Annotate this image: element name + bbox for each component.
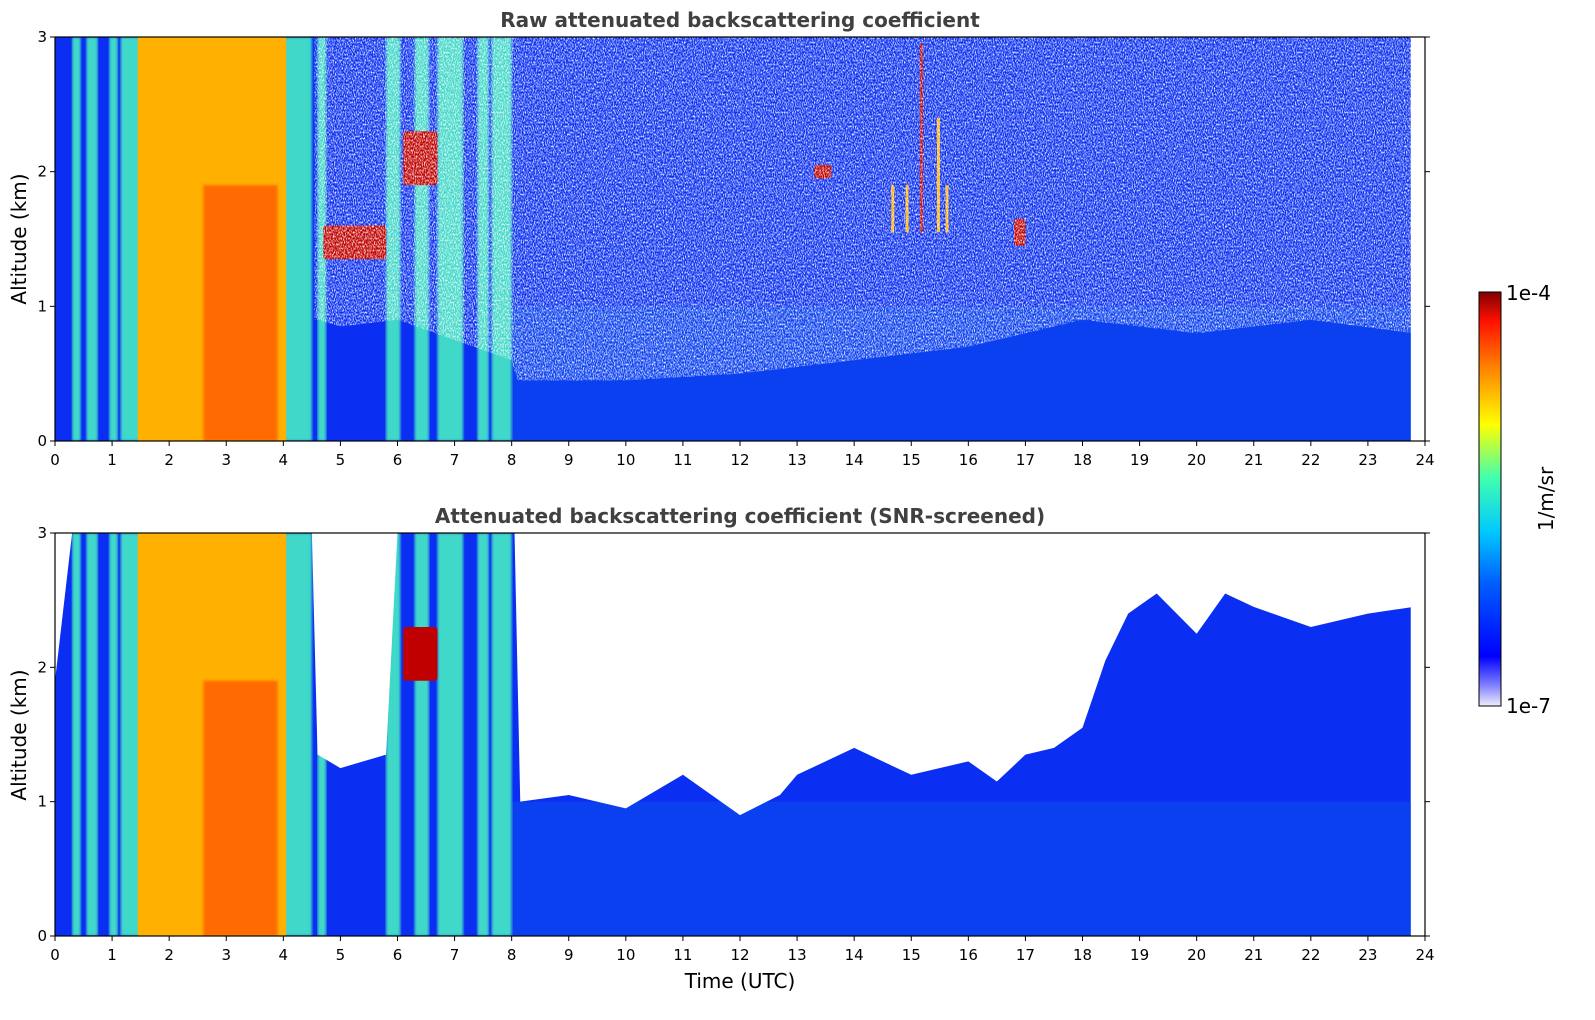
colorbar-unit-label: 1/m/sr	[1534, 466, 1558, 531]
y-tick-label: 2	[37, 163, 47, 181]
x-tick-label: 22	[1301, 451, 1320, 469]
y-axis-raw: 0 1 2 3	[37, 28, 1430, 450]
x-tick-label: 11	[673, 946, 692, 964]
y-tick-label: 0	[37, 927, 47, 945]
aerosol-plume	[414, 533, 429, 936]
aerosol-plume	[120, 533, 141, 936]
plot-area-screened	[55, 533, 1414, 936]
panel-raw: Raw attenuated backscattering coefficien…	[7, 8, 1435, 469]
x-tick-label: 16	[959, 451, 978, 469]
boundary-layer	[511, 801, 1411, 936]
x-axis-label: Time (UTC)	[684, 969, 796, 993]
x-tick-label: 21	[1244, 451, 1263, 469]
aerosol-plume	[283, 37, 312, 441]
x-tick-label: 13	[788, 946, 807, 964]
x-tick-label: 2	[164, 451, 174, 469]
dense-layer-core	[203, 185, 278, 441]
x-tick-label: 8	[507, 451, 517, 469]
colorbar: 1e-4 1e-7 1/m/sr	[1478, 281, 1558, 718]
x-tick-label: 9	[564, 946, 574, 964]
x-tick-label: 10	[616, 946, 635, 964]
x-tick-label: 7	[450, 946, 460, 964]
x-tick-label: 20	[1187, 946, 1206, 964]
colorbar-max-label: 1e-4	[1506, 281, 1551, 305]
aerosol-plume	[437, 533, 464, 936]
aerosol-plume	[72, 533, 81, 936]
snr-screened-mask	[55, 533, 1414, 816]
x-tick-label: 8	[507, 946, 517, 964]
x-tick-label: 15	[902, 451, 921, 469]
x-tick-label: 5	[336, 451, 346, 469]
panel-screened-title: Attenuated backscattering coefficient (S…	[435, 504, 1045, 528]
x-tick-label: 17	[1016, 451, 1035, 469]
y-axis-screened: 0 1 2 3	[37, 524, 1430, 945]
y-axis-label-raw: Altitude (km)	[7, 173, 31, 304]
colorbar-gradient	[1478, 291, 1502, 707]
x-tick-label: 4	[279, 451, 289, 469]
y-tick-label: 1	[37, 297, 47, 315]
dense-layer-core	[203, 680, 278, 936]
x-tick-label: 4	[279, 946, 289, 964]
aerosol-plume	[109, 533, 118, 936]
panel-raw-title: Raw attenuated backscattering coefficien…	[500, 8, 980, 32]
x-tick-label: 10	[616, 451, 635, 469]
x-axis-raw: 0 1 2 3 4 5 6 7 8 9 10 11 12 13 14 15 16 17 18 19 20 21 22 23 24	[50, 441, 1435, 469]
cloud-feature	[403, 627, 438, 681]
x-tick-label: 16	[959, 946, 978, 964]
y-tick-label: 1	[37, 793, 47, 811]
x-tick-label: 17	[1016, 946, 1035, 964]
y-axis-label-screened: Altitude (km)	[7, 669, 31, 800]
x-tick-label: 1	[107, 451, 117, 469]
x-tick-label: 3	[221, 946, 231, 964]
x-tick-label: 19	[1130, 946, 1149, 964]
x-tick-label: 6	[393, 451, 403, 469]
x-tick-label: 12	[730, 451, 749, 469]
heatmap-body	[55, 37, 1411, 441]
heatmap-body	[55, 533, 1414, 936]
x-tick-label: 18	[1073, 946, 1092, 964]
x-tick-label: 13	[788, 451, 807, 469]
x-tick-label: 0	[50, 451, 60, 469]
y-tick-label: 3	[37, 524, 47, 542]
aerosol-plume	[109, 37, 118, 441]
aerosol-plume	[283, 533, 312, 936]
aerosol-plume	[86, 533, 98, 936]
x-tick-label: 22	[1301, 946, 1320, 964]
x-tick-label: 6	[393, 946, 403, 964]
y-tick-label: 3	[37, 28, 47, 46]
x-tick-label: 0	[50, 946, 60, 964]
x-tick-label: 18	[1073, 451, 1092, 469]
x-tick-label: 1	[107, 946, 117, 964]
y-tick-label: 2	[37, 658, 47, 676]
x-tick-label: 20	[1187, 451, 1206, 469]
plot-area-raw	[55, 37, 1411, 441]
x-tick-label: 19	[1130, 451, 1149, 469]
aerosol-plume	[86, 37, 98, 441]
x-tick-label: 2	[164, 946, 174, 964]
x-tick-label: 23	[1358, 946, 1377, 964]
y-tick-label: 0	[37, 432, 47, 450]
x-tick-label: 7	[450, 451, 460, 469]
x-tick-label: 9	[564, 451, 574, 469]
x-tick-label: 12	[730, 946, 749, 964]
aerosol-plume	[477, 533, 489, 936]
noise-speckle	[314, 37, 1411, 381]
aerosol-plume	[491, 533, 512, 936]
colorbar-min-label: 1e-7	[1506, 694, 1551, 718]
x-tick-label: 3	[221, 451, 231, 469]
x-tick-label: 14	[845, 451, 864, 469]
x-tick-label: 5	[336, 946, 346, 964]
x-tick-label: 24	[1415, 451, 1434, 469]
x-tick-label: 14	[845, 946, 864, 964]
x-tick-label: 24	[1415, 946, 1434, 964]
x-tick-label: 15	[902, 946, 921, 964]
x-axis-screened: 0 1 2 3 4 5 6 7 8 9 10 11 12 13 14 15 16 17 18 19 20 21 22 23 24	[50, 936, 1435, 964]
x-tick-label: 21	[1244, 946, 1263, 964]
x-tick-label: 11	[673, 451, 692, 469]
aerosol-plume	[120, 37, 141, 441]
x-tick-label: 23	[1358, 451, 1377, 469]
panel-screened: Attenuated backscattering coefficient (S…	[7, 504, 1435, 993]
aerosol-plume	[72, 37, 81, 441]
